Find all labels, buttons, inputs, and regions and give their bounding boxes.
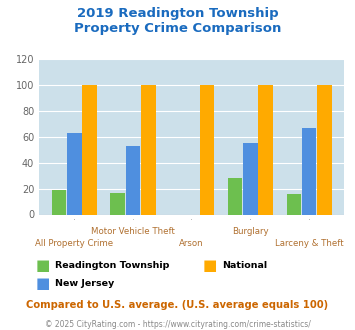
Bar (317, 85, 332, 214)
Text: Larceny & Theft: Larceny & Theft (275, 239, 343, 248)
Text: ■: ■ (202, 258, 217, 273)
Text: New Jersey: New Jersey (55, 279, 114, 288)
Bar (67, 133, 82, 214)
Bar (52, 190, 66, 214)
Bar (82, 85, 97, 214)
Text: National: National (222, 261, 267, 270)
Bar (200, 85, 214, 214)
Bar (243, 144, 258, 214)
Text: Motor Vehicle Theft: Motor Vehicle Theft (91, 227, 175, 236)
Bar (126, 146, 140, 214)
Bar (258, 85, 273, 214)
Text: Compared to U.S. average. (U.S. average equals 100): Compared to U.S. average. (U.S. average … (26, 300, 329, 310)
Bar (228, 178, 242, 214)
Text: Readington Township: Readington Township (55, 261, 169, 270)
Bar (286, 194, 301, 214)
Text: All Property Crime: All Property Crime (35, 239, 113, 248)
Bar (302, 128, 316, 214)
Text: Burglary: Burglary (232, 227, 269, 236)
Text: ■: ■ (36, 276, 50, 291)
Bar (141, 85, 155, 214)
Text: © 2025 CityRating.com - https://www.cityrating.com/crime-statistics/: © 2025 CityRating.com - https://www.city… (45, 319, 310, 329)
Text: 2019 Readington Township
Property Crime Comparison: 2019 Readington Township Property Crime … (74, 7, 281, 35)
Bar (110, 192, 125, 214)
Text: Arson: Arson (179, 239, 204, 248)
Text: ■: ■ (36, 258, 50, 273)
